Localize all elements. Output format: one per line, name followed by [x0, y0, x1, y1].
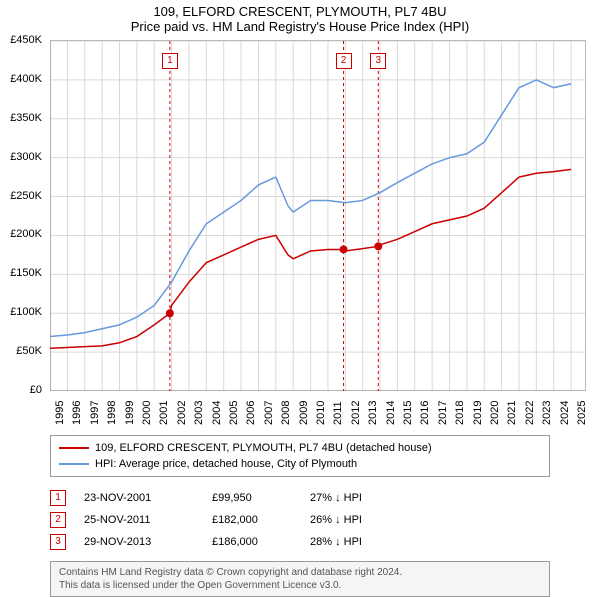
legend-swatch [59, 447, 89, 449]
y-tick-label: £100K [10, 306, 42, 318]
footer-line1: Contains HM Land Registry data © Crown c… [59, 566, 541, 579]
title-line2: Price paid vs. HM Land Registry's House … [0, 19, 600, 34]
x-tick-label: 2008 [280, 401, 292, 425]
x-tick-label: 2006 [245, 401, 257, 425]
y-axis-labels: £0£50K£100K£150K£200K£250K£300K£350K£400… [0, 40, 46, 390]
sale-date: 25-NOV-2011 [84, 514, 194, 526]
y-tick-label: £400K [10, 73, 42, 85]
x-tick-label: 1998 [106, 401, 118, 425]
x-tick-label: 2016 [419, 401, 431, 425]
legend-label: HPI: Average price, detached house, City… [95, 458, 357, 470]
y-tick-label: £350K [10, 112, 42, 124]
y-tick-label: £0 [30, 384, 42, 396]
chart-area: 1 2 3 [50, 40, 586, 391]
sales-table: 1 23-NOV-2001 £99,950 27% ↓ HPI 2 25-NOV-2011… [50, 487, 550, 553]
sale-marker-box: 2 [50, 512, 66, 528]
legend-row: HPI: Average price, detached house, City… [59, 456, 541, 472]
sale-delta: 26% ↓ HPI [310, 514, 400, 526]
title-line1: 109, ELFORD CRESCENT, PLYMOUTH, PL7 4BU [0, 4, 600, 19]
x-tick-label: 2014 [385, 401, 397, 425]
x-tick-label: 2005 [228, 401, 240, 425]
y-tick-label: £250K [10, 190, 42, 202]
x-tick-label: 1996 [71, 401, 83, 425]
y-tick-label: £300K [10, 151, 42, 163]
x-tick-label: 2024 [559, 401, 571, 425]
legend-label: 109, ELFORD CRESCENT, PLYMOUTH, PL7 4BU … [95, 442, 432, 454]
legend-swatch [59, 463, 89, 465]
x-tick-label: 1997 [89, 401, 101, 425]
y-tick-label: £450K [10, 34, 42, 46]
x-tick-label: 2015 [402, 401, 414, 425]
y-tick-label: £200K [10, 228, 42, 240]
chart-svg [50, 41, 585, 391]
x-tick-label: 2025 [576, 401, 588, 425]
title-block: 109, ELFORD CRESCENT, PLYMOUTH, PL7 4BU … [0, 0, 600, 40]
sale-price: £99,950 [212, 492, 292, 504]
x-tick-label: 2012 [350, 401, 362, 425]
x-tick-label: 2003 [193, 401, 205, 425]
y-tick-label: £50K [16, 345, 42, 357]
sale-row: 1 23-NOV-2001 £99,950 27% ↓ HPI [50, 487, 550, 509]
x-tick-label: 2009 [298, 401, 310, 425]
x-tick-label: 1995 [54, 401, 66, 425]
chart-sale-marker: 1 [162, 53, 178, 69]
x-axis-labels: 1995 1996 1997 1998 1999 2000 2001 2002 2003 2004… [50, 391, 586, 435]
x-tick-label: 2018 [454, 401, 466, 425]
sale-row: 3 29-NOV-2013 £186,000 28% ↓ HPI [50, 531, 550, 553]
chart-sale-marker: 2 [336, 53, 352, 69]
sale-delta: 27% ↓ HPI [310, 492, 400, 504]
chart-sale-marker: 3 [370, 53, 386, 69]
x-tick-label: 2007 [263, 401, 275, 425]
footer-line2: This data is licensed under the Open Gov… [59, 579, 541, 592]
x-tick-label: 2002 [176, 401, 188, 425]
x-tick-label: 2021 [506, 401, 518, 425]
x-tick-label: 2023 [541, 401, 553, 425]
sale-row: 2 25-NOV-2011 £182,000 26% ↓ HPI [50, 509, 550, 531]
x-tick-label: 1999 [124, 401, 136, 425]
x-tick-label: 2022 [524, 401, 536, 425]
footer: Contains HM Land Registry data © Crown c… [50, 561, 550, 597]
sale-date: 23-NOV-2001 [84, 492, 194, 504]
x-tick-label: 2001 [158, 401, 170, 425]
x-tick-label: 2011 [332, 401, 344, 425]
sale-marker-box: 1 [50, 490, 66, 506]
sale-marker-box: 3 [50, 534, 66, 550]
sale-delta: 28% ↓ HPI [310, 536, 400, 548]
sale-price: £186,000 [212, 536, 292, 548]
sale-price: £182,000 [212, 514, 292, 526]
x-tick-label: 2010 [315, 401, 327, 425]
legend-row: 109, ELFORD CRESCENT, PLYMOUTH, PL7 4BU … [59, 440, 541, 456]
x-tick-label: 2013 [367, 401, 379, 425]
x-tick-label: 2000 [141, 401, 153, 425]
x-tick-label: 2017 [437, 401, 449, 425]
x-tick-label: 2019 [472, 401, 484, 425]
x-tick-label: 2020 [489, 401, 501, 425]
legend: 109, ELFORD CRESCENT, PLYMOUTH, PL7 4BU … [50, 435, 550, 477]
sale-date: 29-NOV-2013 [84, 536, 194, 548]
y-tick-label: £150K [10, 267, 42, 279]
x-tick-label: 2004 [211, 401, 223, 425]
